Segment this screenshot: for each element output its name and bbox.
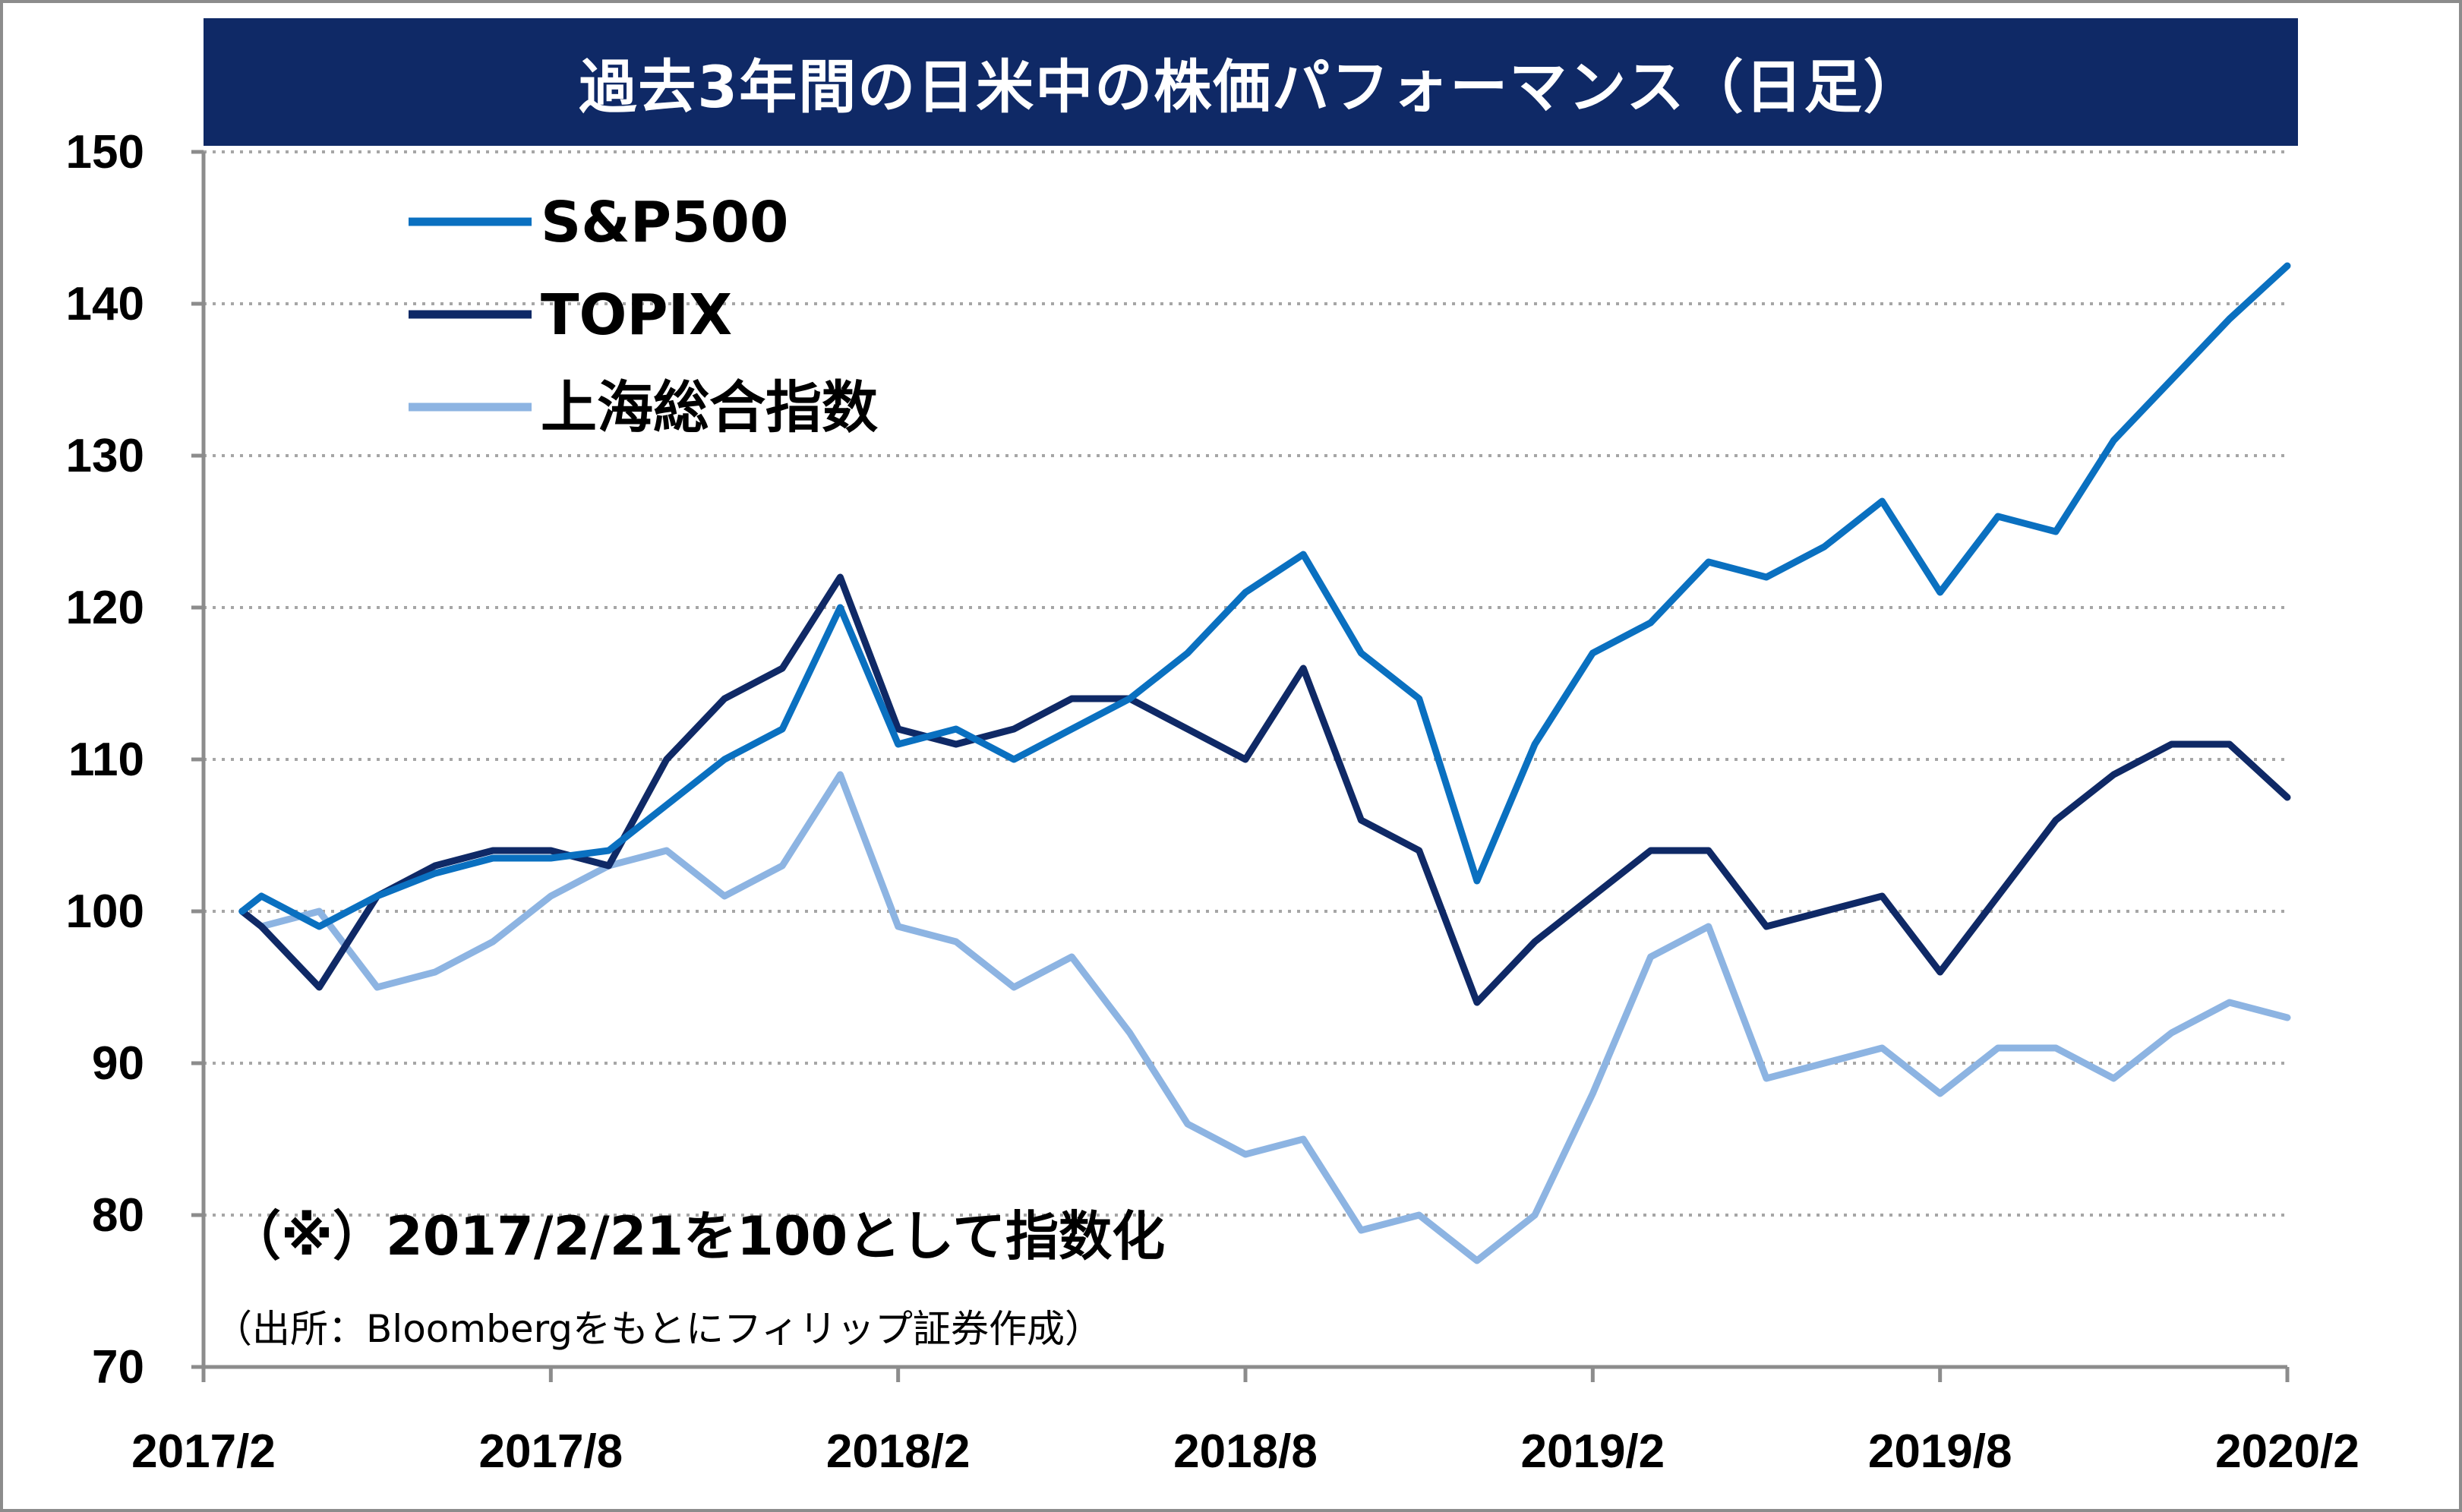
y-tick-labels: 150 140 130 120 110 100 90 80 70 xyxy=(66,126,144,1394)
index-note: （※）2017/2/21を100として指数化 xyxy=(228,1205,1165,1267)
y-tick-label: 150 xyxy=(66,126,144,178)
series-line-1 xyxy=(238,262,2291,930)
x-tick-label: 2019/2 xyxy=(1521,1425,1665,1478)
source-note: （出所：Bloombergをもとにフィリップ証券作成） xyxy=(214,1307,1103,1351)
y-tick-label: 100 xyxy=(66,885,144,938)
x-tick-label: 2018/8 xyxy=(1173,1425,1318,1478)
y-tick-label: 140 xyxy=(66,278,144,330)
x-tick-labels: 2017/2 2017/8 2018/2 2018/8 2019/2 2019/8 2020… xyxy=(131,1425,2359,1478)
legend-label-3: 上海総合指数 xyxy=(541,375,878,440)
x-tick-label: 2020/2 xyxy=(2215,1425,2359,1478)
y-tick-label: 110 xyxy=(68,734,144,786)
series-lines xyxy=(238,262,2291,1264)
series-line-2 xyxy=(238,573,2291,1006)
axes xyxy=(191,150,2290,1382)
series-line-3 xyxy=(238,771,2291,1264)
gridlines xyxy=(204,150,2287,1217)
legend-label-1: S&P500 xyxy=(541,190,789,255)
y-tick-label: 120 xyxy=(66,582,144,634)
x-tick-label: 2018/2 xyxy=(826,1425,971,1478)
legend-label-2: TOPIX xyxy=(541,283,732,348)
x-tick-label: 2017/8 xyxy=(479,1425,623,1478)
y-tick-label: 70 xyxy=(92,1341,144,1394)
legend: S&P500 TOPIX 上海総合指数 xyxy=(409,190,878,440)
y-tick-label: 90 xyxy=(92,1037,144,1090)
x-tick-label: 2017/2 xyxy=(131,1425,276,1478)
chart-title: 過去3年間の日米中の株価パフォーマンス（日足） xyxy=(204,18,2298,146)
y-tick-label: 130 xyxy=(66,430,144,482)
x-tick-label: 2019/8 xyxy=(1868,1425,2012,1478)
y-tick-label: 80 xyxy=(92,1189,144,1242)
